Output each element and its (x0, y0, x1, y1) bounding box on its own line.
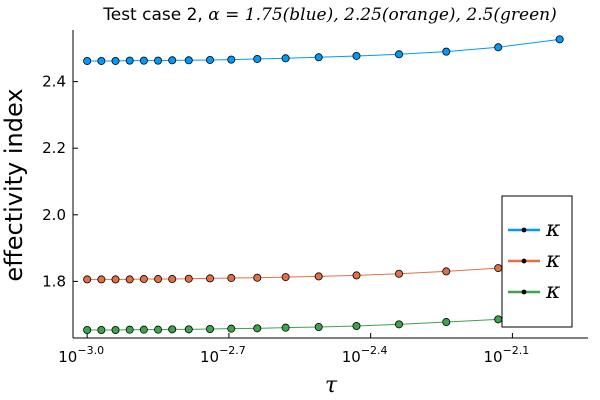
data-point-s2-12 (281, 273, 290, 282)
data-point-s3-1 (83, 326, 92, 335)
y-tick-label: 2.0 (42, 206, 66, 224)
data-point-s2-8 (184, 274, 193, 283)
data-point-s3-3 (111, 326, 120, 335)
data-point-s2-7 (168, 275, 177, 284)
y-tick-label: 1.8 (42, 272, 66, 290)
x-tick-exponent: −2.7 (219, 344, 246, 357)
data-point-s3-4 (125, 325, 134, 334)
x-axis-ticks: 10−3.0 10−2.7 10−2.4 10−2.1 (58, 333, 529, 366)
data-point-s1-15 (395, 50, 404, 59)
data-point-s1-5 (139, 56, 148, 65)
data-point-s2-10 (227, 274, 236, 283)
x-tick-label: 10−2.7 (200, 344, 246, 366)
legend-swatch-marker-3 (521, 289, 527, 295)
legend-entries: κκκ (508, 217, 561, 304)
data-point-s1-10 (227, 55, 236, 64)
data-point-s1-16 (442, 47, 451, 56)
data-point-s3-2 (97, 326, 106, 335)
data-point-s2-1 (83, 275, 92, 284)
chart-title: Test case 2, α = 1.75(blue), 2.25(orange… (102, 5, 556, 25)
chart-title-prefix: Test case 2, (102, 5, 208, 25)
data-point-s3-8 (184, 325, 193, 334)
data-point-s2-3 (111, 275, 120, 284)
data-point-s2-15 (395, 269, 404, 278)
data-point-s3-5 (139, 325, 148, 334)
data-point-s1-12 (281, 54, 290, 63)
data-point-s2-6 (154, 275, 163, 284)
x-tick-label: 10−2.1 (483, 344, 529, 366)
legend-label-2: κ (545, 248, 561, 273)
data-point-s1-18 (555, 35, 564, 44)
data-point-s1-2 (97, 56, 106, 65)
data-point-s3-13 (314, 323, 323, 332)
data-point-s2-5 (139, 275, 148, 284)
x-tick-base: 10 (342, 348, 361, 366)
data-point-s1-1 (83, 56, 92, 65)
legend-label-3: κ (545, 279, 561, 304)
data-point-s2-17 (494, 264, 503, 273)
data-point-s1-4 (125, 56, 134, 65)
x-tick-base: 10 (200, 348, 219, 366)
data-point-s2-4 (125, 275, 134, 284)
data-point-s1-11 (253, 54, 262, 63)
x-tick-base: 10 (58, 348, 77, 366)
data-point-s3-12 (281, 323, 290, 332)
y-axis-ticks: 1.8 2.0 2.2 2.4 (42, 73, 78, 290)
x-axis-label: τ (325, 373, 338, 398)
data-point-s2-16 (442, 267, 451, 276)
data-point-s2-11 (253, 273, 262, 282)
data-point-s3-10 (227, 324, 236, 333)
data-point-s3-7 (168, 325, 177, 334)
legend-swatch-marker-1 (521, 227, 527, 233)
legend-label-1: κ (545, 217, 561, 242)
x-tick-exponent: −3.0 (77, 344, 104, 357)
x-tick-label: 10−2.4 (342, 344, 388, 366)
data-point-s3-6 (154, 325, 163, 334)
data-point-s2-13 (314, 272, 323, 281)
data-point-s3-14 (352, 322, 361, 331)
y-axis-label: effectivity index (0, 88, 28, 281)
y-tick-label: 2.2 (42, 139, 66, 157)
data-point-s1-8 (184, 56, 193, 65)
x-tick-base: 10 (483, 348, 502, 366)
data-point-s2-2 (97, 275, 106, 284)
y-tick-label: 2.4 (42, 73, 66, 91)
legend-swatch-marker-2 (521, 258, 527, 264)
data-point-s3-17 (494, 315, 503, 324)
data-point-s1-17 (494, 43, 503, 52)
x-tick-label: 10−3.0 (58, 344, 104, 366)
data-point-s1-14 (352, 51, 361, 60)
x-tick-exponent: −2.1 (503, 344, 530, 357)
data-point-s1-6 (154, 56, 163, 65)
data-point-s3-9 (206, 325, 215, 334)
data-point-s3-11 (253, 324, 262, 333)
data-point-s1-7 (168, 56, 177, 65)
data-point-s2-14 (352, 271, 361, 280)
x-tick-exponent: −2.4 (361, 344, 388, 357)
series-layer (83, 35, 564, 335)
data-point-s1-13 (314, 53, 323, 62)
chart-title-math: α = 1.75(blue), 2.25(orange), 2.5(green) (208, 5, 556, 25)
legend: κκκ (501, 195, 573, 328)
data-point-s2-9 (206, 274, 215, 283)
data-point-s3-15 (395, 320, 404, 329)
data-point-s3-16 (442, 318, 451, 327)
data-point-s1-3 (111, 56, 120, 65)
data-point-s1-9 (206, 55, 215, 64)
